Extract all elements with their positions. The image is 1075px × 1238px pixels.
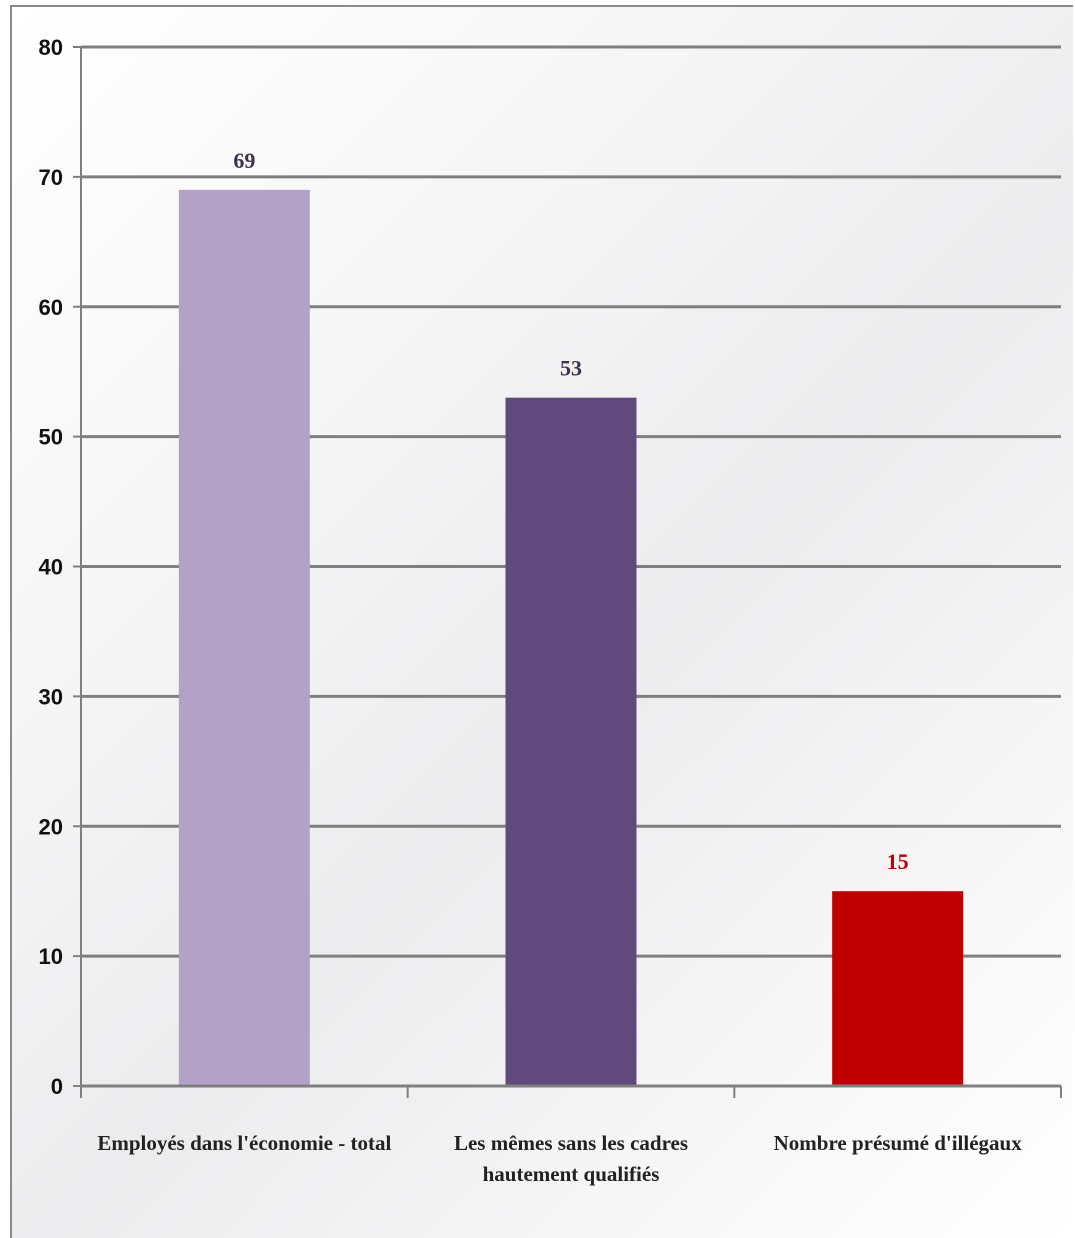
data-label: 53 xyxy=(560,356,582,381)
data-label: 69 xyxy=(233,148,255,173)
y-tick-label: 20 xyxy=(39,814,63,839)
y-tick-label: 50 xyxy=(39,425,63,450)
x-tick-label: Employés dans l'économie - total xyxy=(97,1131,391,1155)
bar xyxy=(505,397,637,1087)
y-tick-label: 0 xyxy=(51,1074,63,1099)
bar xyxy=(178,189,310,1087)
bar xyxy=(832,891,964,1086)
y-tick-label: 60 xyxy=(39,295,63,320)
x-tick-label-line: Nombre présumé d'illégaux xyxy=(774,1131,1023,1155)
y-tick-label: 30 xyxy=(39,684,63,709)
x-tick-label: Les mêmes sans les cadres hautement quali… xyxy=(454,1131,688,1186)
y-tick-label: 80 xyxy=(39,35,63,60)
y-tick-label: 70 xyxy=(39,165,63,190)
y-axis: 0 10 20 30 40 50 60 70 80 xyxy=(39,35,82,1099)
x-tick-label: Nombre présumé d'illégaux xyxy=(774,1131,1023,1155)
x-tick-label-line: hautement qualifiés xyxy=(483,1162,660,1186)
y-tick-label: 40 xyxy=(39,555,63,580)
bars: 69 53 15 xyxy=(178,148,964,1087)
x-tick-label-line: Employés dans l'économie - total xyxy=(97,1131,391,1155)
y-tick-label: 10 xyxy=(39,944,63,969)
data-label: 15 xyxy=(887,849,909,874)
x-tick-label-line: Les mêmes sans les cadres xyxy=(454,1131,688,1155)
x-axis: Employés dans l'économie - total Les même… xyxy=(80,1084,1062,1186)
